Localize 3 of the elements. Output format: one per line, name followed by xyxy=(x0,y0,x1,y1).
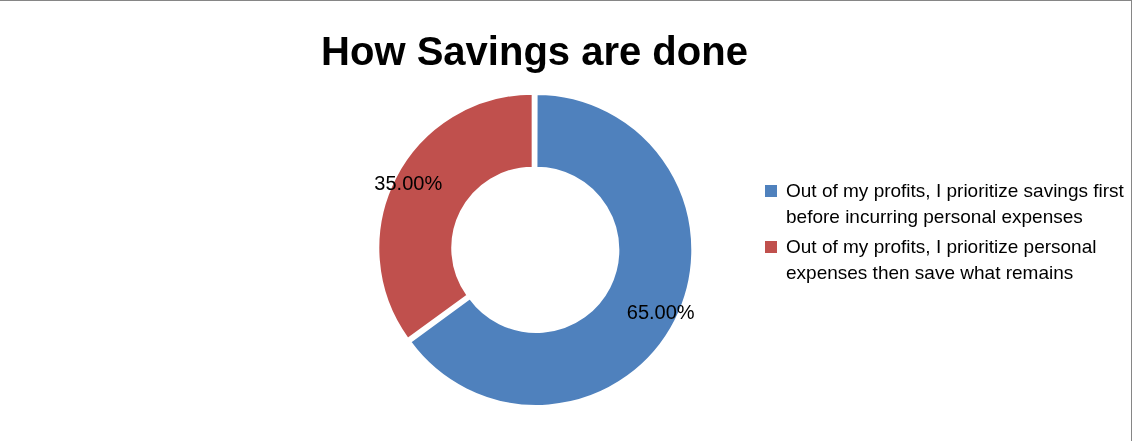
legend-label: Out of my profits, I prioritize savings first before incurring personal expenses xyxy=(786,179,1125,229)
chart-title: How Savings are done xyxy=(321,29,748,74)
legend-label: Out of my profits, I prioritize personal expenses then save what remains xyxy=(786,235,1098,285)
